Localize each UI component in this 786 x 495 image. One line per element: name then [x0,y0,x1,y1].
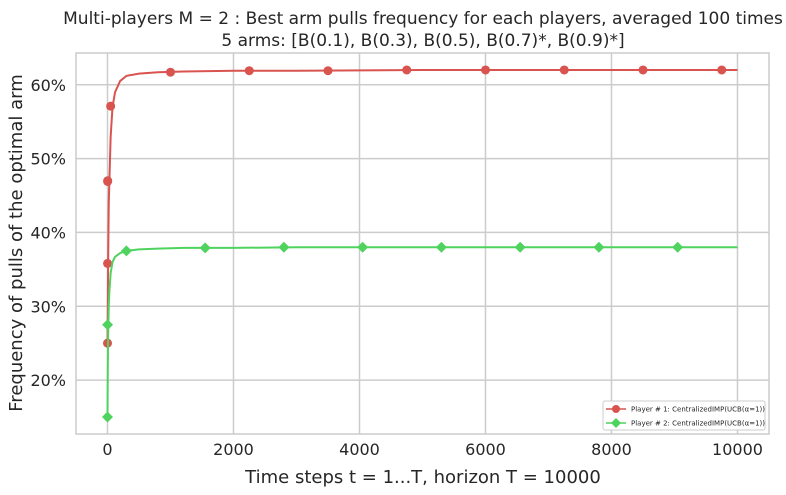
data-point [435,241,447,253]
chart-title-line2: 5 arms: [B(0.1), B(0.3), B(0.5), B(0.7)*… [221,31,624,51]
legend: Player # 1: CentralizedIMP(UCB(α=1)) Pla… [602,400,766,431]
data-point [199,242,211,254]
x-tick-label: 10000 [712,440,763,459]
y-axis-label: Frequency of pulls of the optimal arm [6,74,27,411]
y-tick-label: 60% [30,76,66,95]
y-tick-label: 40% [30,223,66,242]
data-point [102,411,113,423]
x-ticks: 0 2000 4000 6000 8000 10000 [102,440,763,459]
series-layer [102,65,738,423]
data-point [103,258,113,268]
y-tick-label: 20% [30,371,66,390]
legend-label-player2: Player # 2: CentralizedIMP(UCB(α=1)) [631,420,765,428]
legend-marker-player1 [612,405,620,413]
data-point [120,245,132,257]
plot-frame [75,52,770,435]
data-point [166,67,175,77]
data-point [514,241,526,253]
data-point [481,65,490,75]
plot-area [76,53,769,434]
series-player-2 [102,241,738,423]
data-point [638,65,648,75]
data-point [402,65,412,75]
data-point [559,65,569,75]
x-tick-label: 4000 [339,440,380,459]
data-point [102,319,114,331]
data-point [593,241,605,253]
y-tick-label: 50% [30,150,66,169]
series-player-1 [103,65,738,348]
chart-title-line1: Multi-players M = 2 : Best arm pulls fre… [63,9,783,29]
data-point [106,101,116,111]
x-axis-label: Time steps t = 1...T, horizon T = 10000 [244,467,601,488]
x-tick-label: 6000 [465,440,506,459]
x-tick-label: 8000 [591,440,632,459]
x-tick-label: 2000 [213,440,254,459]
data-point [103,176,113,186]
data-point [244,66,254,76]
data-point [278,241,290,253]
y-tick-label: 30% [30,297,66,316]
grid [76,53,769,434]
data-point [717,65,727,75]
data-point [357,241,369,253]
legend-marker-player2 [611,418,621,428]
legend-label-player1: Player # 1: CentralizedIMP(UCB(α=1)) [631,406,765,414]
data-point [672,241,684,253]
series-line-player-1 [106,68,738,344]
y-ticks: 20% 30% 40% 50% 60% [30,76,66,390]
x-tick-label: 0 [102,440,112,459]
data-point [323,66,333,76]
legend-box [602,400,766,431]
